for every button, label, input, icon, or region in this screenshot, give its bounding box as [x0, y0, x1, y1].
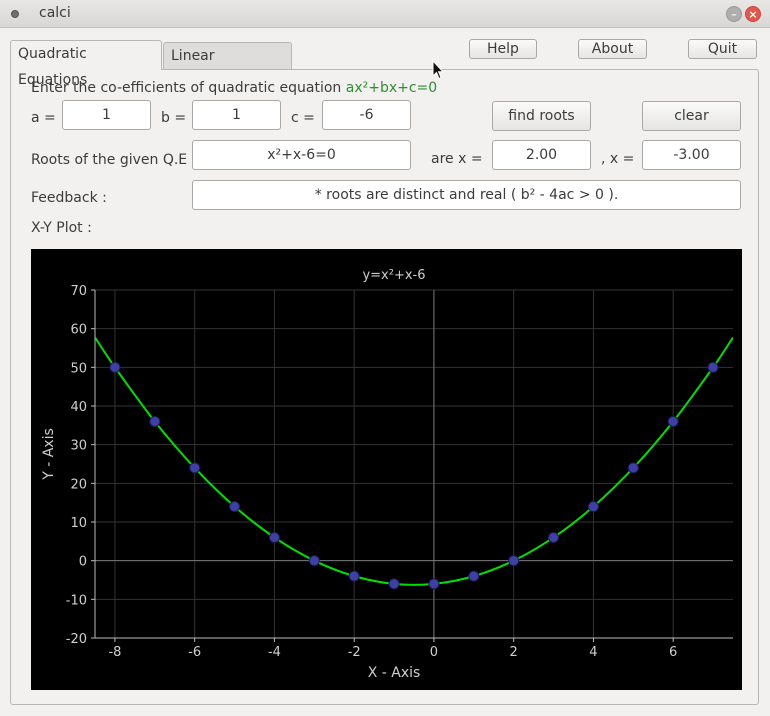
data-point [109, 361, 121, 373]
data-point [548, 531, 560, 543]
data-point [468, 570, 480, 582]
data-point [627, 462, 639, 474]
x-tick-label: -6 [188, 645, 201, 660]
plot-canvas: -8 -6 -4 -2 0 2 4 6-20-10010203040506070y=x²+x-… [41, 268, 733, 681]
data-point [189, 462, 201, 474]
title-bar: calci – × [0, 0, 770, 28]
clear-button[interactable]: clear [642, 101, 741, 131]
root2-output[interactable]: -3.00 [642, 140, 741, 170]
y-tick-label: 0 [79, 555, 87, 570]
x-tick-label: 2 [510, 645, 518, 660]
tab-linear-equations[interactable]: Linear Equations [163, 42, 292, 90]
series-line [95, 336, 733, 586]
y-tick-label: 10 [70, 516, 87, 531]
c-label: c = [291, 110, 315, 126]
data-point [348, 570, 360, 582]
data-point [388, 578, 400, 590]
feedback-output[interactable]: * roots are distinct and real ( b² - 4ac… [192, 180, 741, 210]
chart-title: y=x²+x-6 [362, 268, 425, 283]
c-input[interactable]: -6 [322, 100, 411, 130]
data-point [268, 531, 280, 543]
plot-label: X-Y Plot : [31, 220, 92, 236]
y-tick-label: -20 [66, 632, 87, 647]
x-tick-label: -8 [108, 645, 121, 660]
data-point [308, 555, 320, 567]
roots-label: Roots of the given Q.E [31, 152, 188, 168]
are-x-label: are x = [431, 151, 483, 167]
x-tick-label: 0 [430, 645, 438, 660]
help-button[interactable]: Help [469, 39, 537, 59]
y-tick-label: 30 [70, 439, 87, 454]
close-icon[interactable]: × [745, 6, 761, 22]
window-title: calci [39, 5, 71, 21]
y-tick-label: 70 [70, 284, 87, 299]
y-tick-label: 50 [70, 361, 87, 376]
data-point [428, 578, 440, 590]
root1-output[interactable]: 2.00 [492, 140, 591, 170]
quit-button[interactable]: Quit [688, 39, 757, 59]
data-point [707, 361, 719, 373]
x-tick-label: -4 [268, 645, 281, 660]
y-tick-label: -10 [66, 593, 87, 608]
b-label: b = [161, 110, 187, 126]
find-roots-button[interactable]: find roots [492, 101, 591, 131]
equation-display[interactable]: x²+x-6=0 [192, 140, 411, 170]
a-input[interactable]: 1 [62, 100, 151, 130]
y-axis-label: Y - Axis [41, 428, 57, 481]
y-tick-label: 40 [70, 400, 87, 415]
a-label: a = [31, 110, 56, 126]
feedback-label: Feedback : [31, 190, 107, 206]
data-point [149, 415, 161, 427]
x-tick-label: 6 [669, 645, 677, 660]
b-input[interactable]: 1 [192, 100, 281, 130]
x-tick-label: 4 [589, 645, 597, 660]
data-point [667, 415, 679, 427]
tab-quadratic-equations[interactable]: Quadratic Equations [10, 40, 162, 88]
data-point [508, 555, 520, 567]
comma-x-label: , x = [601, 151, 635, 167]
x-axis-label: X - Axis [368, 665, 421, 681]
app-menu-icon[interactable] [11, 10, 19, 18]
y-tick-label: 20 [70, 477, 87, 492]
prompt-text: Enter the co-efficients of quadratic equ… [31, 80, 346, 96]
minimize-icon[interactable]: – [726, 6, 742, 22]
x-tick-label: -2 [348, 645, 361, 660]
data-point [229, 501, 241, 513]
data-point [587, 501, 599, 513]
about-button[interactable]: About [578, 39, 647, 59]
coefficient-prompt: Enter the co-efficients of quadratic equ… [31, 80, 437, 96]
mouse-cursor-icon [432, 60, 444, 80]
y-tick-label: 60 [70, 323, 87, 338]
xy-plot: -8 -6 -4 -2 0 2 4 6 -20 -10 0 10 20 30 40 50 60 70 y=x²+x-… [31, 249, 742, 690]
prompt-equation: ax²+bx+c=0 [345, 80, 438, 96]
